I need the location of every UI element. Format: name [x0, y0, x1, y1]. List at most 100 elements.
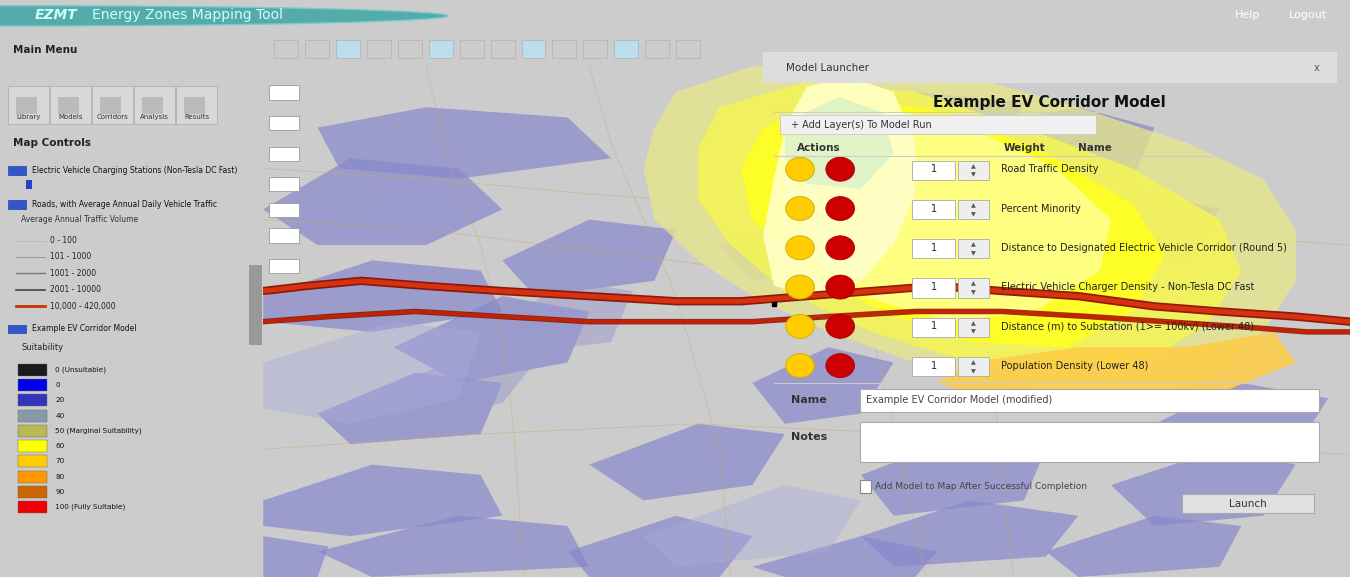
Bar [911, 357, 954, 376]
Bar [269, 147, 300, 161]
Polygon shape [1111, 449, 1296, 526]
Text: ▼: ▼ [971, 173, 976, 178]
Bar [19, 410, 47, 422]
Bar [336, 40, 360, 58]
Text: Example EV Corridor Model: Example EV Corridor Model [933, 95, 1166, 110]
Text: 2001 - 10000: 2001 - 10000 [50, 285, 101, 294]
Polygon shape [784, 107, 1111, 322]
Bar [860, 389, 1319, 412]
Circle shape [786, 158, 814, 181]
Polygon shape [1046, 189, 1219, 271]
Polygon shape [720, 209, 872, 281]
Text: 60: 60 [55, 443, 65, 449]
Text: Logout: Logout [1289, 10, 1327, 20]
Text: Corridors: Corridors [97, 114, 128, 120]
Text: 50 (Marginal Suitability): 50 (Marginal Suitability) [55, 428, 142, 434]
Polygon shape [263, 322, 481, 424]
Text: Name: Name [791, 395, 828, 405]
Bar [552, 40, 576, 58]
Bar [8, 166, 27, 175]
Bar [429, 40, 452, 58]
Text: ▼: ▼ [971, 212, 976, 217]
Text: Add Model to Map After Successful Completion: Add Model to Map After Successful Comple… [875, 482, 1087, 491]
Polygon shape [567, 516, 752, 577]
Polygon shape [1046, 516, 1242, 577]
Circle shape [786, 197, 814, 220]
Text: ▲: ▲ [971, 282, 976, 287]
Text: 1: 1 [930, 282, 937, 292]
Text: ▼: ▼ [971, 251, 976, 256]
Polygon shape [784, 97, 894, 189]
Circle shape [786, 354, 814, 377]
Text: Main Menu: Main Menu [14, 46, 77, 55]
Text: 1: 1 [930, 204, 937, 213]
Polygon shape [937, 332, 1296, 403]
Circle shape [826, 197, 855, 220]
Bar [100, 97, 122, 114]
Polygon shape [263, 536, 328, 577]
Polygon shape [317, 516, 589, 577]
Bar [460, 40, 483, 58]
Text: + Add Layer(s) To Model Run: + Add Layer(s) To Model Run [791, 119, 933, 130]
Bar [957, 239, 990, 258]
Text: Electric Vehicle Charging Stations (Non-Tesla DC Fast): Electric Vehicle Charging Stations (Non-… [31, 166, 238, 175]
Text: Example EV Corridor Model: Example EV Corridor Model [31, 324, 136, 334]
Bar [248, 265, 262, 345]
Text: 100 (Fully Suitable): 100 (Fully Suitable) [55, 504, 126, 511]
Text: Weight: Weight [1003, 143, 1045, 153]
Circle shape [826, 275, 855, 299]
Bar [957, 200, 990, 219]
Polygon shape [752, 347, 894, 424]
Polygon shape [263, 260, 502, 332]
Bar [19, 440, 47, 452]
Bar [860, 422, 1319, 462]
Bar [184, 97, 205, 114]
Bar [614, 40, 639, 58]
Text: EZMT: EZMT [35, 8, 78, 23]
Text: Electric Vehicle Charger Density - Non-Tesla DC Fast: Electric Vehicle Charger Density - Non-T… [1000, 282, 1254, 292]
Bar [860, 480, 871, 493]
Bar [269, 177, 300, 192]
Text: Distance to Designated Electric Vehicle Corridor (Round 5): Distance to Designated Electric Vehicle … [1000, 243, 1287, 253]
Polygon shape [741, 97, 1165, 347]
Bar [911, 160, 954, 180]
Text: Actions: Actions [796, 143, 841, 153]
Bar [911, 279, 954, 298]
Text: ▲: ▲ [971, 360, 976, 365]
Bar [274, 40, 298, 58]
Bar [177, 86, 217, 125]
Text: ▼: ▼ [971, 369, 976, 374]
Bar [19, 501, 47, 513]
Text: Model Launcher: Model Launcher [786, 63, 868, 73]
Bar [911, 200, 954, 219]
Bar [19, 364, 47, 376]
Text: 1: 1 [930, 164, 937, 174]
Text: 1001 - 2000: 1001 - 2000 [50, 269, 96, 278]
Polygon shape [502, 220, 676, 296]
Bar [142, 97, 163, 114]
Bar [398, 40, 421, 58]
Text: Notes: Notes [791, 432, 828, 442]
Text: ▲: ▲ [971, 242, 976, 248]
Bar [8, 200, 27, 209]
Bar [58, 97, 78, 114]
Bar [134, 86, 176, 125]
Bar [269, 259, 300, 273]
Text: Library: Library [16, 114, 40, 120]
Polygon shape [644, 66, 1296, 398]
Text: Name: Name [1079, 143, 1112, 153]
Polygon shape [350, 179, 481, 240]
Bar [583, 40, 608, 58]
Bar [19, 486, 47, 498]
Text: Models: Models [58, 114, 82, 120]
Bar [19, 455, 47, 467]
Bar [27, 180, 32, 189]
Bar [780, 115, 1096, 134]
Bar [16, 97, 36, 114]
Bar [8, 86, 49, 125]
Text: Percent Minority: Percent Minority [1000, 204, 1080, 213]
Bar [367, 40, 390, 58]
Bar [957, 279, 990, 298]
Polygon shape [861, 434, 1046, 516]
Text: x: x [1314, 63, 1319, 73]
